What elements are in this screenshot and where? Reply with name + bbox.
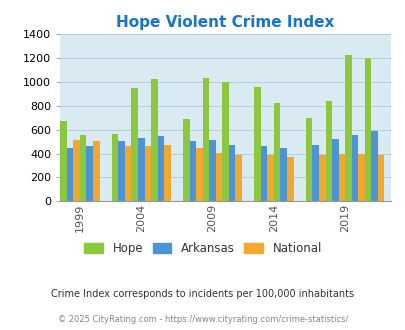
Bar xyxy=(138,138,144,201)
Bar xyxy=(338,154,344,201)
Legend: Hope, Arkansas, National: Hope, Arkansas, National xyxy=(79,237,326,260)
Title: Hope Violent Crime Index: Hope Violent Crime Index xyxy=(116,15,334,30)
Bar xyxy=(228,145,235,201)
Bar xyxy=(235,155,241,201)
Bar xyxy=(157,136,164,201)
Bar xyxy=(131,88,138,201)
Bar xyxy=(73,140,80,201)
Bar xyxy=(305,118,311,201)
Bar xyxy=(202,78,209,201)
Bar xyxy=(60,121,67,201)
Bar xyxy=(125,146,131,201)
Bar xyxy=(351,135,357,201)
Bar xyxy=(164,145,171,201)
Bar xyxy=(118,141,125,201)
Bar xyxy=(364,58,371,201)
Bar xyxy=(311,145,318,201)
Bar xyxy=(151,79,157,201)
Text: Crime Index corresponds to incidents per 100,000 inhabitants: Crime Index corresponds to incidents per… xyxy=(51,289,354,299)
Bar xyxy=(344,55,351,201)
Bar xyxy=(267,155,273,201)
Bar xyxy=(377,155,384,201)
Text: © 2025 CityRating.com - https://www.cityrating.com/crime-statistics/: © 2025 CityRating.com - https://www.city… xyxy=(58,315,347,324)
Bar xyxy=(196,148,202,201)
Bar xyxy=(144,146,151,201)
Bar xyxy=(86,146,93,201)
Bar xyxy=(183,119,189,201)
Bar xyxy=(254,86,260,201)
Bar xyxy=(67,148,73,201)
Bar xyxy=(273,103,280,201)
Bar xyxy=(189,141,196,201)
Bar xyxy=(331,139,338,201)
Bar xyxy=(371,131,377,201)
Bar xyxy=(318,155,325,201)
Bar xyxy=(80,135,86,201)
Bar xyxy=(93,141,99,201)
Bar xyxy=(325,101,331,201)
Bar xyxy=(286,156,293,201)
Bar xyxy=(111,134,118,201)
Bar xyxy=(280,148,286,201)
Bar xyxy=(357,153,364,201)
Bar xyxy=(209,140,215,201)
Bar xyxy=(222,82,228,201)
Bar xyxy=(215,153,222,201)
Bar xyxy=(260,146,267,201)
